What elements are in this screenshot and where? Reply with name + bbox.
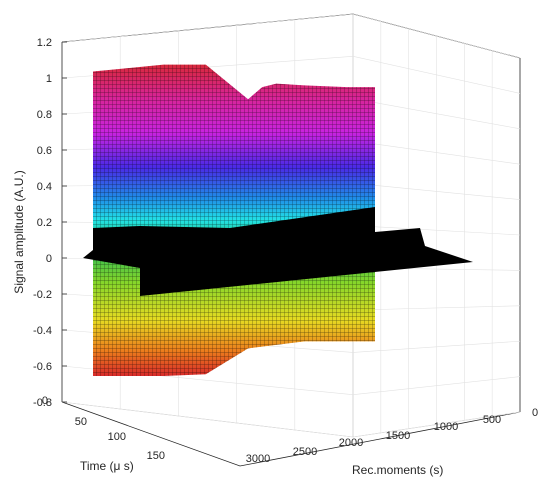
z-tick-label: 1 (46, 73, 52, 85)
z-tick-label: 0 (46, 253, 52, 265)
rec-tick-label: 1000 (434, 421, 458, 433)
rec-tick-label: 2000 (339, 437, 363, 449)
z-tick-label: -0.8 (33, 397, 52, 409)
z-tick-label: 1.2 (37, 37, 52, 49)
surface-mesh (93, 64, 375, 377)
time-tick-label: 100 (108, 431, 126, 443)
z-tick-label: 0.6 (37, 145, 52, 157)
axes-top-edge (61, 13, 521, 59)
time-tick-label: 50 (75, 416, 87, 428)
z-axis-ticks: -0.8 -0.6 -0.4 -0.2 0 0.2 0.4 0.6 0.8 1 1.2 (33, 37, 67, 409)
z-tick-label: 0.2 (37, 217, 52, 229)
time-tick-label: 0 (42, 395, 48, 407)
z-tick-label: 0.8 (37, 109, 52, 121)
gridline-z (61, 401, 354, 438)
time-axis-ticks: 0 50 100 150 (42, 395, 165, 462)
rec-tick-label: 3000 (246, 453, 270, 465)
time-tick-label: 150 (147, 450, 165, 462)
rec-axis-label: Rec.moments (s) (352, 463, 443, 477)
rec-axis-ticks: 3000 2500 2000 1500 1000 500 0 (246, 407, 538, 465)
surface (83, 64, 473, 377)
floor-front-edge (61, 401, 521, 467)
gridline-z (61, 13, 354, 43)
rec-tick-label: 500 (483, 414, 501, 426)
rec-tick-label: 2500 (293, 446, 317, 458)
zero-slab (83, 207, 473, 296)
z-tick-label: -0.6 (33, 361, 52, 373)
z-tick-label: 0.4 (37, 181, 52, 193)
time-axis-label: Time (μ s) (80, 459, 134, 473)
rec-tick-label: 1500 (386, 430, 410, 442)
z-tick-label: -0.4 (33, 325, 52, 337)
z-tick-label: -0.2 (33, 289, 52, 301)
rec-tick-label: 0 (532, 407, 538, 419)
y-axis-label: Signal amplitude (A.U.) (12, 170, 26, 293)
